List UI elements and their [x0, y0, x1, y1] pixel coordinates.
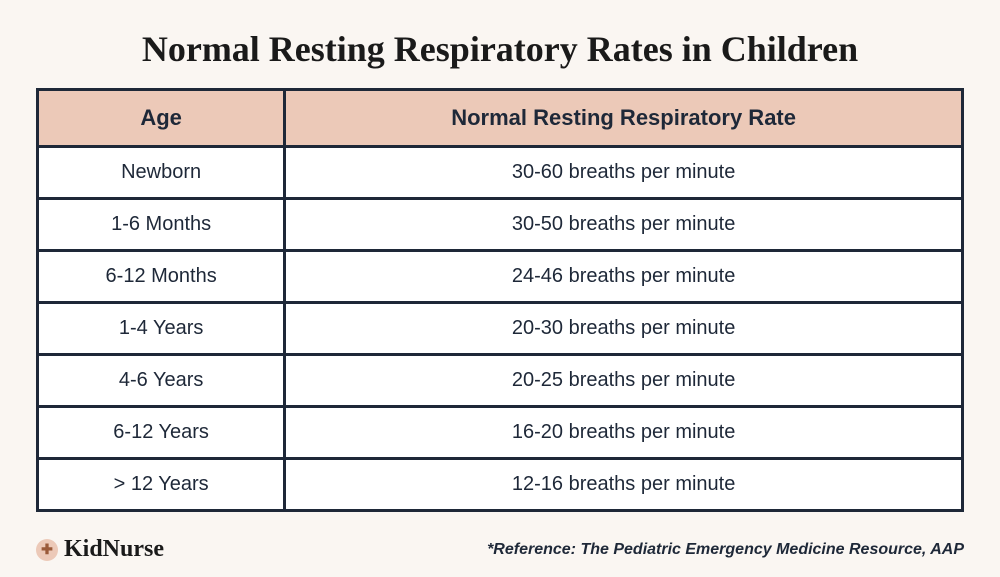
cell-age: 1-6 Months [38, 199, 285, 251]
cell-age: 6-12 Years [38, 407, 285, 459]
table-row: 1-4 Years 20-30 breaths per minute [38, 303, 963, 355]
col-header-rate: Normal Resting Respiratory Rate [285, 90, 963, 147]
cell-age: 1-4 Years [38, 303, 285, 355]
table-row: 6-12 Years 16-20 breaths per minute [38, 407, 963, 459]
cell-age: 6-12 Months [38, 251, 285, 303]
page-title: Normal Resting Respiratory Rates in Chil… [36, 28, 964, 70]
cell-rate: 12-16 breaths per minute [285, 459, 963, 511]
cell-rate: 30-50 breaths per minute [285, 199, 963, 251]
brand-cross-icon: ✚ [36, 539, 58, 561]
footer: ✚ KidNurse *Reference: The Pediatric Eme… [0, 536, 1000, 563]
cell-rate: 30-60 breaths per minute [285, 147, 963, 199]
col-header-age: Age [38, 90, 285, 147]
cell-age: 4-6 Years [38, 355, 285, 407]
content-container: Normal Resting Respiratory Rates in Chil… [0, 0, 1000, 512]
brand-name: KidNurse [64, 536, 164, 563]
brand-logo: ✚ KidNurse [36, 536, 164, 563]
cell-age: Newborn [38, 147, 285, 199]
table-row: 6-12 Months 24-46 breaths per minute [38, 251, 963, 303]
table-row: > 12 Years 12-16 breaths per minute [38, 459, 963, 511]
cell-rate: 20-25 breaths per minute [285, 355, 963, 407]
reference-citation: *Reference: The Pediatric Emergency Medi… [487, 541, 964, 559]
table-row: 4-6 Years 20-25 breaths per minute [38, 355, 963, 407]
table-row: 1-6 Months 30-50 breaths per minute [38, 199, 963, 251]
cell-rate: 20-30 breaths per minute [285, 303, 963, 355]
cell-rate: 16-20 breaths per minute [285, 407, 963, 459]
cell-age: > 12 Years [38, 459, 285, 511]
respiratory-rates-table: Age Normal Resting Respiratory Rate Newb… [36, 88, 964, 512]
cell-rate: 24-46 breaths per minute [285, 251, 963, 303]
table-header-row: Age Normal Resting Respiratory Rate [38, 90, 963, 147]
table-row: Newborn 30-60 breaths per minute [38, 147, 963, 199]
